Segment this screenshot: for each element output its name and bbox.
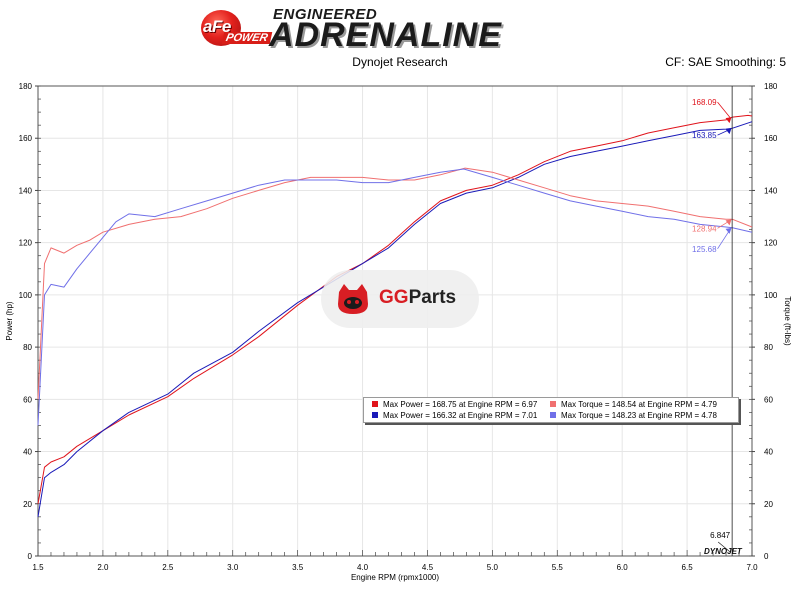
y2-tick-label: 40 [764,448,773,457]
series-lines [37,114,753,517]
legend-item: Max Torque = 148.54 at Engine RPM = 4.79 [550,399,717,410]
x-tick-label: 1.5 [32,563,44,572]
y2-axis-label: Torque (ft-lbs) [783,296,792,346]
gg-mascot-icon [338,284,368,314]
dynojet-logo: DYNOJET [704,547,742,556]
y-tick-label: 60 [23,395,32,404]
watermark-text-gg: GG [379,287,409,308]
y2-tick-label: 100 [764,291,778,300]
legend-swatch [550,400,556,407]
annotation-arrow-head [725,227,732,234]
brand-header: aFe POWER ENGINEERED ADRENALINE [195,6,605,54]
legend-swatch [550,411,556,418]
chart-grid [38,86,752,556]
watermark-text-parts: Parts [408,287,457,308]
x-tick-label: 3.5 [292,563,304,572]
tagline-main: ADRENALINE [269,16,502,54]
annotation-arrow-head [725,219,732,226]
tagline-top: ENGINEERED [273,6,378,23]
x-tick-label: 6.5 [682,563,694,572]
y2-tick-label: 20 [764,500,773,509]
y-tick-label: 0 [28,552,33,561]
watermark-text: GGParts [379,287,456,309]
series-line-3 [37,167,753,400]
y-tick-label: 20 [23,500,32,509]
y2-tick-label: 160 [764,134,778,143]
y2-tick-label: 60 [764,395,773,404]
y-tick-label: 180 [19,82,33,91]
x-tick-label: 5.5 [552,563,564,572]
ggparts-watermark: GGParts [321,270,479,328]
chart-legend: Max Power = 168.75 at Engine RPM = 6.97 … [363,397,739,423]
annotation-label: 163.85 [692,131,717,140]
legend-swatch [372,400,378,407]
value-annotations: 168.09 163.85 128.94 125.68 [692,98,732,254]
y-axis-label: Power (hp) [5,301,14,340]
axis-ticks: 0 0 20 20 40 40 60 60 80 80 100 100 120 120 140 140 160 1… [19,82,778,572]
x-tick-label: 3.0 [227,563,239,572]
y-tick-label: 100 [19,291,33,300]
annotation-arrow-head [725,128,732,135]
cursor-leader [717,541,731,553]
legend-label: Max Power = 168.75 at Engine RPM = 6.97 [383,400,538,409]
legend-item: Max Power = 166.32 at Engine RPM = 7.01 [372,410,537,421]
annotation-arrow-head [725,117,732,124]
annotation-label: 168.09 [692,98,717,107]
legend-item: Max Power = 168.75 at Engine RPM = 6.97 [372,399,537,410]
y2-tick-label: 120 [764,239,778,248]
y-tick-label: 160 [19,134,33,143]
legend-label: Max Power = 166.32 at Engine RPM = 7.01 [383,411,538,420]
x-tick-label: 6.0 [617,563,629,572]
x-axis-label: Engine RPM (rpmx1000) [351,573,439,582]
y-tick-label: 40 [23,448,32,457]
x-tick-label: 4.5 [422,563,434,572]
series-line-4 [37,168,753,426]
annotation-arrow-line [717,101,731,119]
legend-swatch [372,411,378,418]
x-tick-label: 4.0 [357,563,369,572]
legend-label: Max Torque = 148.23 at Engine RPM = 4.78 [561,411,717,420]
correction-factor-info: CF: SAE Smoothing: 5 [665,55,786,69]
y-tick-label: 140 [19,186,33,195]
y2-tick-label: 180 [764,82,778,91]
axis-labels: Engine RPM (rpmx1000) Power (hp) Torque (f… [5,296,792,582]
y2-tick-label: 140 [764,186,778,195]
y-tick-label: 120 [19,239,33,248]
legend-label: Max Torque = 148.54 at Engine RPM = 4.79 [561,400,717,409]
y2-tick-label: 0 [764,552,769,561]
logo-text: aFe [203,17,231,36]
series-line-2 [37,121,753,517]
annotation-label: 125.68 [692,245,717,254]
chart-subtitle: Dynojet Research [352,55,448,69]
rpm-cursor: 6.847 [710,86,733,556]
x-tick-label: 2.0 [97,563,109,572]
y-tick-label: 80 [23,343,32,352]
legend-item: Max Torque = 148.23 at Engine RPM = 4.78 [550,410,717,421]
x-tick-label: 7.0 [746,563,758,572]
cursor-label: 6.847 [710,531,731,540]
annotation-label: 128.94 [692,224,717,233]
y2-tick-label: 80 [764,343,773,352]
x-tick-label: 2.5 [162,563,174,572]
afe-power-logo: aFe POWER [195,8,272,48]
x-tick-label: 5.0 [487,563,499,572]
